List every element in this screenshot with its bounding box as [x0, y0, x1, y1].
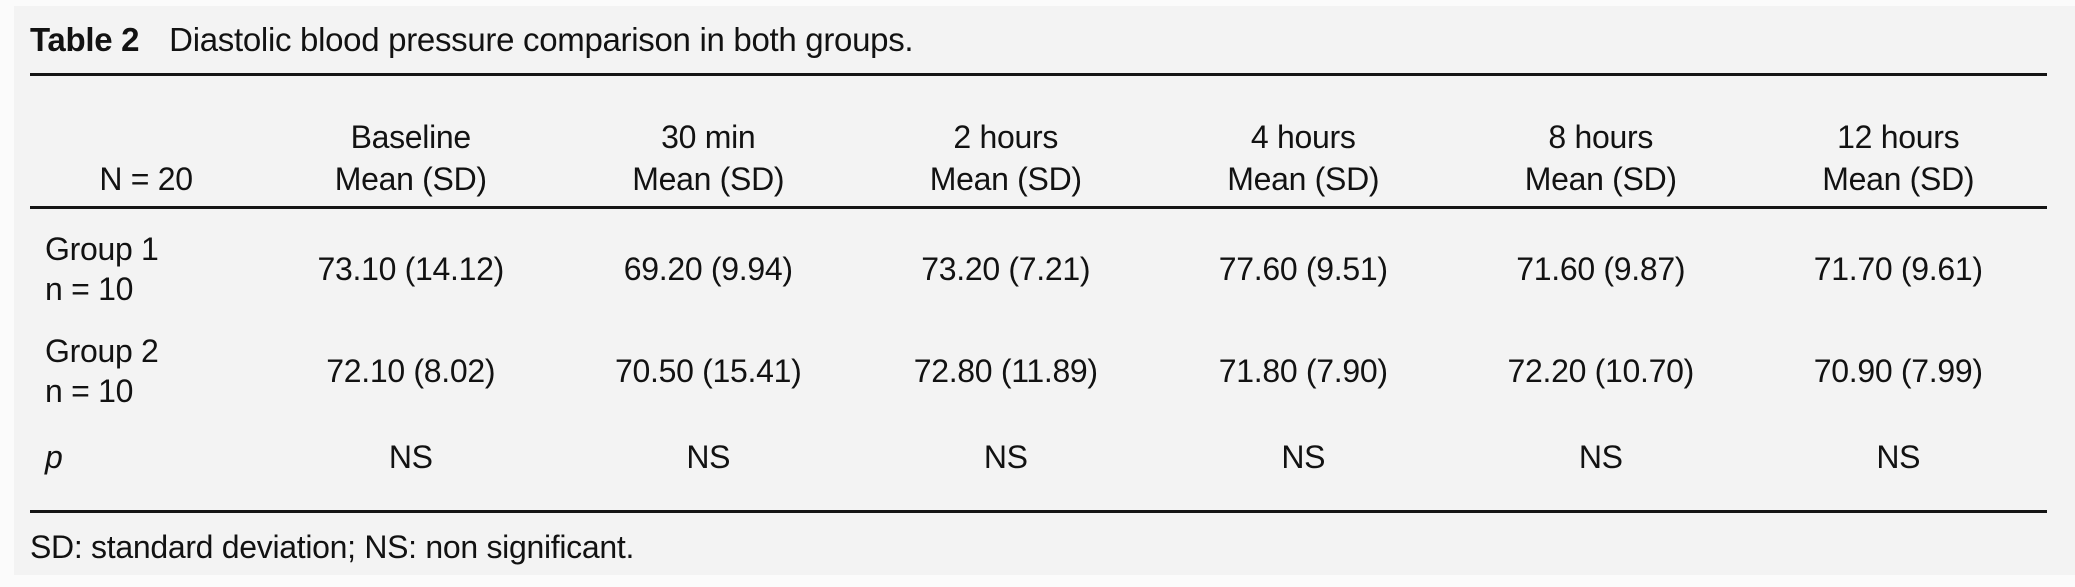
row-label-p: p: [45, 439, 63, 475]
row-label-group1: Group 1 n = 10: [30, 208, 262, 312]
group-name: Group 1: [45, 231, 159, 267]
cell-group2-baseline: 72.10 (8.02): [326, 353, 496, 389]
col-header-sub: Mean (SD): [632, 161, 785, 197]
col-header-4hours: 4 hours Mean (SD): [1154, 74, 1452, 209]
table-number: Table 2: [30, 21, 140, 58]
col-header-sub: Mean (SD): [334, 161, 487, 197]
cell-group2-4hours: 71.80 (7.90): [1218, 353, 1388, 389]
row-label-group2: Group 2 n = 10: [30, 311, 262, 413]
col-header-2hours: 2 hours Mean (SD): [857, 74, 1155, 209]
col-header-sub: Mean (SD): [1227, 161, 1380, 197]
cell-group1-2hours: 73.20 (7.21): [921, 251, 1091, 287]
table-body: Group 1 n = 10 73.10 (14.12) 69.20 (9.94…: [30, 208, 2047, 512]
group-n: n = 10: [45, 373, 134, 409]
cell-p-30min: NS: [686, 439, 731, 475]
cell-p-4hours: NS: [1281, 439, 1326, 475]
cell-group2-2hours: 72.80 (11.89): [913, 353, 1098, 389]
blood-pressure-table: N = 20 Baseline Mean (SD) 30 min Mean (S…: [30, 73, 2047, 513]
col-header-sub: Mean (SD): [929, 161, 1082, 197]
table-footnote: SD: standard deviation; NS: non signific…: [30, 529, 635, 565]
cell-p-2hours: NS: [983, 439, 1028, 475]
col-header-time: 8 hours: [1548, 119, 1654, 155]
cell-p-baseline: NS: [388, 439, 433, 475]
cell-group1-8hours: 71.60 (9.87): [1516, 251, 1686, 287]
col-header-sub: Mean (SD): [1524, 161, 1677, 197]
cell-group1-4hours: 77.60 (9.51): [1218, 251, 1388, 287]
col-header-30min: 30 min Mean (SD): [559, 74, 857, 209]
table-title: Table 2 Diastolic blood pressure comparis…: [30, 22, 2047, 58]
cell-group2-30min: 70.50 (15.41): [615, 353, 802, 389]
col-header-sub: Mean (SD): [1822, 161, 1975, 197]
col-header-time: Baseline: [350, 119, 472, 155]
cell-group2-8hours: 72.20 (10.70): [1507, 353, 1695, 389]
cell-group1-12hours: 71.70 (9.61): [1813, 251, 1983, 287]
cell-group1-baseline: 73.10 (14.12): [317, 251, 505, 287]
col-header-time: 2 hours: [953, 119, 1059, 155]
table-header: N = 20 Baseline Mean (SD) 30 min Mean (S…: [30, 74, 2047, 209]
table-caption: Diastolic blood pressure comparison in b…: [169, 21, 914, 58]
col-header-baseline: Baseline Mean (SD): [262, 74, 560, 209]
group-n: n = 10: [45, 271, 134, 307]
col-header-time: 4 hours: [1250, 119, 1356, 155]
table-row-p: p NS NS NS NS NS NS: [30, 413, 2047, 512]
col-header-12hours: 12 hours Mean (SD): [1749, 74, 2047, 209]
table-row-group1: Group 1 n = 10 73.10 (14.12) 69.20 (9.94…: [30, 208, 2047, 312]
col-header-time: 12 hours: [1837, 119, 1960, 155]
cell-p-12hours: NS: [1876, 439, 1921, 475]
cell-group1-30min: 69.20 (9.94): [623, 251, 793, 287]
header-row: N = 20 Baseline Mean (SD) 30 min Mean (S…: [30, 74, 2047, 209]
col-header-n: N = 20: [30, 74, 262, 209]
group-name: Group 2: [45, 333, 159, 369]
cell-group2-12hours: 70.90 (7.99): [1813, 353, 1983, 389]
cell-p-8hours: NS: [1578, 439, 1623, 475]
paper-table-figure: Table 2 Diastolic blood pressure comparis…: [30, 22, 2047, 565]
col-header-8hours: 8 hours Mean (SD): [1452, 74, 1750, 209]
col-header-time: 30 min: [661, 119, 756, 155]
table-row-group2: Group 2 n = 10 72.10 (8.02) 70.50 (15.41…: [30, 311, 2047, 413]
